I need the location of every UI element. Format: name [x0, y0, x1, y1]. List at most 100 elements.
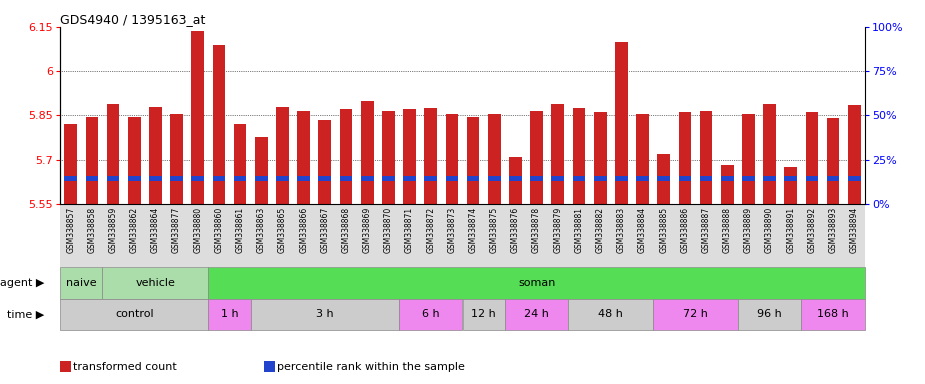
- Bar: [568, 299, 653, 330]
- Text: GSM338861: GSM338861: [236, 207, 244, 253]
- Bar: [191, 176, 204, 181]
- Bar: [505, 299, 568, 330]
- Text: agent ▶: agent ▶: [0, 278, 44, 288]
- Bar: [170, 176, 183, 181]
- Text: GSM338890: GSM338890: [765, 207, 774, 253]
- Bar: [85, 117, 98, 204]
- Text: GSM338887: GSM338887: [701, 207, 710, 253]
- Text: GSM338862: GSM338862: [130, 207, 139, 253]
- Bar: [361, 101, 374, 204]
- Text: 96 h: 96 h: [758, 310, 782, 319]
- Bar: [106, 176, 119, 181]
- Bar: [106, 104, 119, 204]
- Bar: [636, 114, 648, 204]
- Bar: [742, 114, 755, 204]
- Text: 168 h: 168 h: [817, 310, 849, 319]
- Bar: [339, 176, 352, 181]
- Bar: [170, 114, 183, 204]
- Bar: [679, 176, 691, 181]
- Text: GSM338869: GSM338869: [363, 207, 372, 253]
- Text: GSM338894: GSM338894: [850, 207, 858, 253]
- Bar: [467, 176, 479, 181]
- Text: GSM338878: GSM338878: [532, 207, 541, 253]
- Bar: [763, 176, 776, 181]
- Text: GSM338864: GSM338864: [151, 207, 160, 253]
- Bar: [339, 109, 352, 204]
- Bar: [403, 109, 416, 204]
- Text: GSM338883: GSM338883: [617, 207, 626, 253]
- Text: GSM338859: GSM338859: [108, 207, 117, 253]
- Bar: [251, 299, 399, 330]
- Bar: [255, 137, 267, 204]
- Bar: [801, 299, 865, 330]
- Bar: [806, 113, 819, 204]
- Text: GSM338882: GSM338882: [596, 207, 605, 253]
- Bar: [318, 120, 331, 204]
- Text: GSM338865: GSM338865: [278, 207, 287, 253]
- Bar: [721, 166, 734, 204]
- Bar: [848, 105, 860, 204]
- Bar: [679, 113, 691, 204]
- Bar: [65, 124, 77, 204]
- Text: GSM338872: GSM338872: [426, 207, 436, 253]
- Bar: [60, 299, 208, 330]
- Bar: [487, 176, 500, 181]
- Bar: [806, 176, 819, 181]
- Bar: [208, 299, 251, 330]
- Bar: [487, 114, 500, 204]
- Bar: [297, 176, 310, 181]
- Text: GSM338893: GSM338893: [829, 207, 838, 253]
- Bar: [382, 176, 395, 181]
- Bar: [636, 176, 648, 181]
- Text: transformed count: transformed count: [73, 362, 177, 372]
- Text: 3 h: 3 h: [316, 310, 334, 319]
- Bar: [234, 176, 246, 181]
- Bar: [382, 111, 395, 204]
- Bar: [403, 176, 416, 181]
- Bar: [784, 176, 797, 181]
- Text: 12 h: 12 h: [472, 310, 496, 319]
- Bar: [658, 154, 670, 204]
- Text: GSM338888: GSM338888: [722, 207, 732, 253]
- Text: GSM338886: GSM338886: [681, 207, 689, 253]
- Bar: [65, 176, 77, 181]
- Bar: [530, 111, 543, 204]
- Bar: [658, 176, 670, 181]
- Bar: [551, 176, 564, 181]
- Bar: [85, 176, 98, 181]
- Text: 72 h: 72 h: [683, 310, 708, 319]
- Text: 1 h: 1 h: [221, 310, 239, 319]
- Bar: [399, 299, 462, 330]
- Bar: [573, 176, 586, 181]
- Text: 6 h: 6 h: [422, 310, 439, 319]
- Bar: [128, 117, 141, 204]
- Bar: [827, 118, 840, 204]
- Bar: [255, 176, 267, 181]
- Bar: [446, 176, 458, 181]
- Bar: [213, 45, 226, 204]
- Text: GSM338863: GSM338863: [257, 207, 265, 253]
- Text: GSM338877: GSM338877: [172, 207, 181, 253]
- Bar: [699, 111, 712, 204]
- Bar: [191, 31, 204, 204]
- Bar: [425, 176, 438, 181]
- Bar: [297, 111, 310, 204]
- Text: naive: naive: [66, 278, 96, 288]
- Text: GSM338867: GSM338867: [320, 207, 329, 253]
- Text: GSM338857: GSM338857: [67, 207, 75, 253]
- Text: GSM338870: GSM338870: [384, 207, 393, 253]
- Text: GSM338866: GSM338866: [299, 207, 308, 253]
- Bar: [827, 176, 840, 181]
- Bar: [615, 41, 628, 204]
- Bar: [573, 108, 586, 204]
- Bar: [128, 176, 141, 181]
- Text: GSM338891: GSM338891: [786, 207, 796, 253]
- Bar: [551, 104, 564, 204]
- Text: GSM338860: GSM338860: [215, 207, 224, 253]
- Bar: [446, 114, 458, 204]
- Text: GSM338880: GSM338880: [193, 207, 203, 253]
- Text: GSM338881: GSM338881: [574, 207, 584, 253]
- Text: percentile rank within the sample: percentile rank within the sample: [277, 362, 464, 372]
- Text: GSM338874: GSM338874: [469, 207, 477, 253]
- Bar: [462, 299, 505, 330]
